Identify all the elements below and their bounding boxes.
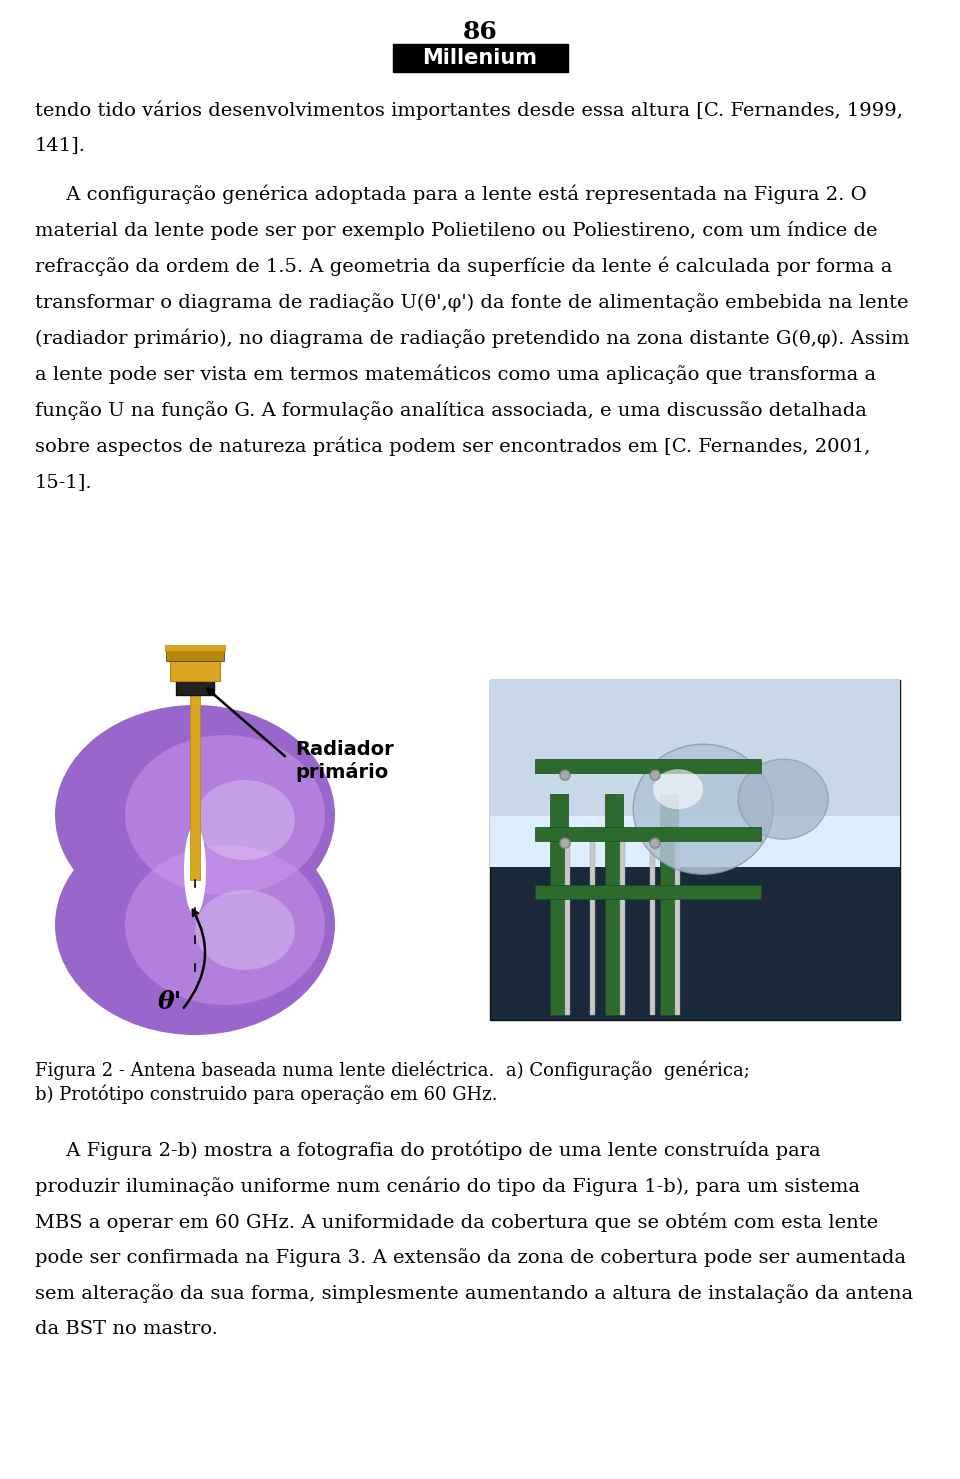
Bar bbox=[170, 661, 220, 680]
Text: a lente pode ser vista em termos matemáticos como uma aplicação que transforma a: a lente pode ser vista em termos matemát… bbox=[35, 365, 876, 385]
Bar bbox=[490, 816, 900, 867]
Bar bbox=[675, 828, 680, 1015]
Bar bbox=[650, 828, 655, 1015]
Ellipse shape bbox=[125, 845, 325, 1006]
Bar bbox=[190, 695, 200, 880]
Bar bbox=[490, 680, 900, 1021]
Bar bbox=[166, 651, 224, 661]
Text: tendo tido vários desenvolvimentos importantes desde essa altura [C. Fernandes, : tendo tido vários desenvolvimentos impor… bbox=[35, 101, 902, 120]
Bar bbox=[660, 794, 678, 1015]
Ellipse shape bbox=[634, 744, 773, 874]
Text: produzir iluminação uniforme num cenário do tipo da Figura 1-b), para um sistema: produzir iluminação uniforme num cenário… bbox=[35, 1176, 860, 1195]
Bar bbox=[535, 884, 760, 899]
Ellipse shape bbox=[653, 769, 703, 809]
Bar bbox=[605, 794, 623, 1015]
Bar bbox=[620, 828, 625, 1015]
Bar bbox=[535, 827, 760, 842]
Ellipse shape bbox=[560, 839, 570, 847]
Bar bbox=[550, 794, 568, 1015]
Ellipse shape bbox=[195, 890, 295, 970]
Text: 141].: 141]. bbox=[35, 136, 86, 154]
Bar bbox=[165, 645, 225, 651]
Ellipse shape bbox=[650, 839, 660, 847]
Bar bbox=[176, 680, 214, 695]
Ellipse shape bbox=[55, 815, 335, 1035]
Bar bbox=[535, 759, 760, 774]
Ellipse shape bbox=[650, 771, 660, 781]
Ellipse shape bbox=[125, 735, 325, 895]
Bar bbox=[393, 44, 567, 72]
Text: Millenium: Millenium bbox=[422, 47, 538, 68]
Text: b) Protótipo construido para operação em 60 GHz.: b) Protótipo construido para operação em… bbox=[35, 1084, 497, 1103]
Ellipse shape bbox=[184, 825, 206, 916]
Text: função U na função G. A formulação analítica associada, e uma discussão detalhad: função U na função G. A formulação analí… bbox=[35, 401, 867, 420]
Text: A configuração genérica adoptada para a lente está representada na Figura 2. O: A configuração genérica adoptada para a … bbox=[35, 185, 867, 204]
Text: transformar o diagrama de radiação U(θ',φ') da fonte de alimentação embebida na : transformar o diagrama de radiação U(θ',… bbox=[35, 293, 908, 312]
Text: Figura 2 - Antena baseada numa lente dieléctrica.  a) Configuração  genérica;: Figura 2 - Antena baseada numa lente die… bbox=[35, 1060, 750, 1080]
Ellipse shape bbox=[560, 771, 570, 781]
Ellipse shape bbox=[738, 759, 828, 839]
Text: da BST no mastro.: da BST no mastro. bbox=[35, 1319, 218, 1338]
Text: 86: 86 bbox=[463, 21, 497, 44]
Text: material da lente pode ser por exemplo Polietileno ou Poliestireno, com um índic: material da lente pode ser por exemplo P… bbox=[35, 220, 877, 240]
Ellipse shape bbox=[195, 779, 295, 859]
Bar bbox=[490, 680, 900, 867]
Bar bbox=[565, 828, 570, 1015]
Text: sobre aspectos de natureza prática podem ser encontrados em [C. Fernandes, 2001,: sobre aspectos de natureza prática podem… bbox=[35, 436, 871, 457]
Text: Radiador
primário: Radiador primário bbox=[295, 740, 394, 782]
Text: pode ser confirmada na Figura 3. A extensão da zona de cobertura pode ser aument: pode ser confirmada na Figura 3. A exten… bbox=[35, 1248, 906, 1268]
Text: θ': θ' bbox=[157, 989, 182, 1015]
Text: (radiador primário), no diagrama de radiação pretendido na zona distante G(θ,φ).: (radiador primário), no diagrama de radi… bbox=[35, 328, 909, 349]
Text: sem alteração da sua forma, simplesmente aumentando a altura de instalação da an: sem alteração da sua forma, simplesmente… bbox=[35, 1284, 913, 1303]
Text: refracção da ordem de 1.5. A geometria da superfície da lente é calculada por fo: refracção da ordem de 1.5. A geometria d… bbox=[35, 257, 893, 277]
Text: MBS a operar em 60 GHz. A uniformidade da cobertura que se obtém com esta lente: MBS a operar em 60 GHz. A uniformidade d… bbox=[35, 1211, 878, 1232]
Bar bbox=[590, 828, 595, 1015]
Text: A Figura 2-b) mostra a fotografia do protótipo de uma lente construída para: A Figura 2-b) mostra a fotografia do pro… bbox=[35, 1140, 821, 1160]
Ellipse shape bbox=[55, 705, 335, 924]
Text: 15-1].: 15-1]. bbox=[35, 473, 92, 491]
